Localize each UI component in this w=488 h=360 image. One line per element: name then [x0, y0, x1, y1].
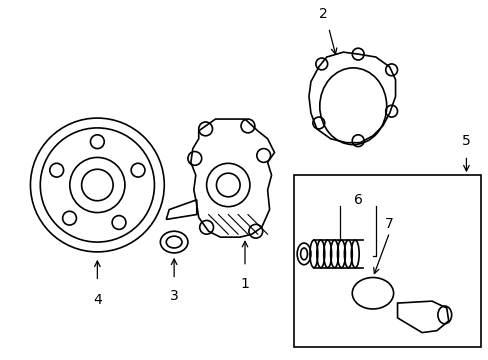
Bar — [294, 175, 480, 347]
Text: 6: 6 — [353, 193, 362, 207]
Text: 2: 2 — [319, 6, 327, 21]
Text: 3: 3 — [169, 289, 178, 303]
Text: 7: 7 — [385, 217, 393, 231]
Text: 1: 1 — [240, 276, 249, 291]
Text: 5: 5 — [461, 134, 470, 148]
Text: 4: 4 — [93, 293, 102, 307]
